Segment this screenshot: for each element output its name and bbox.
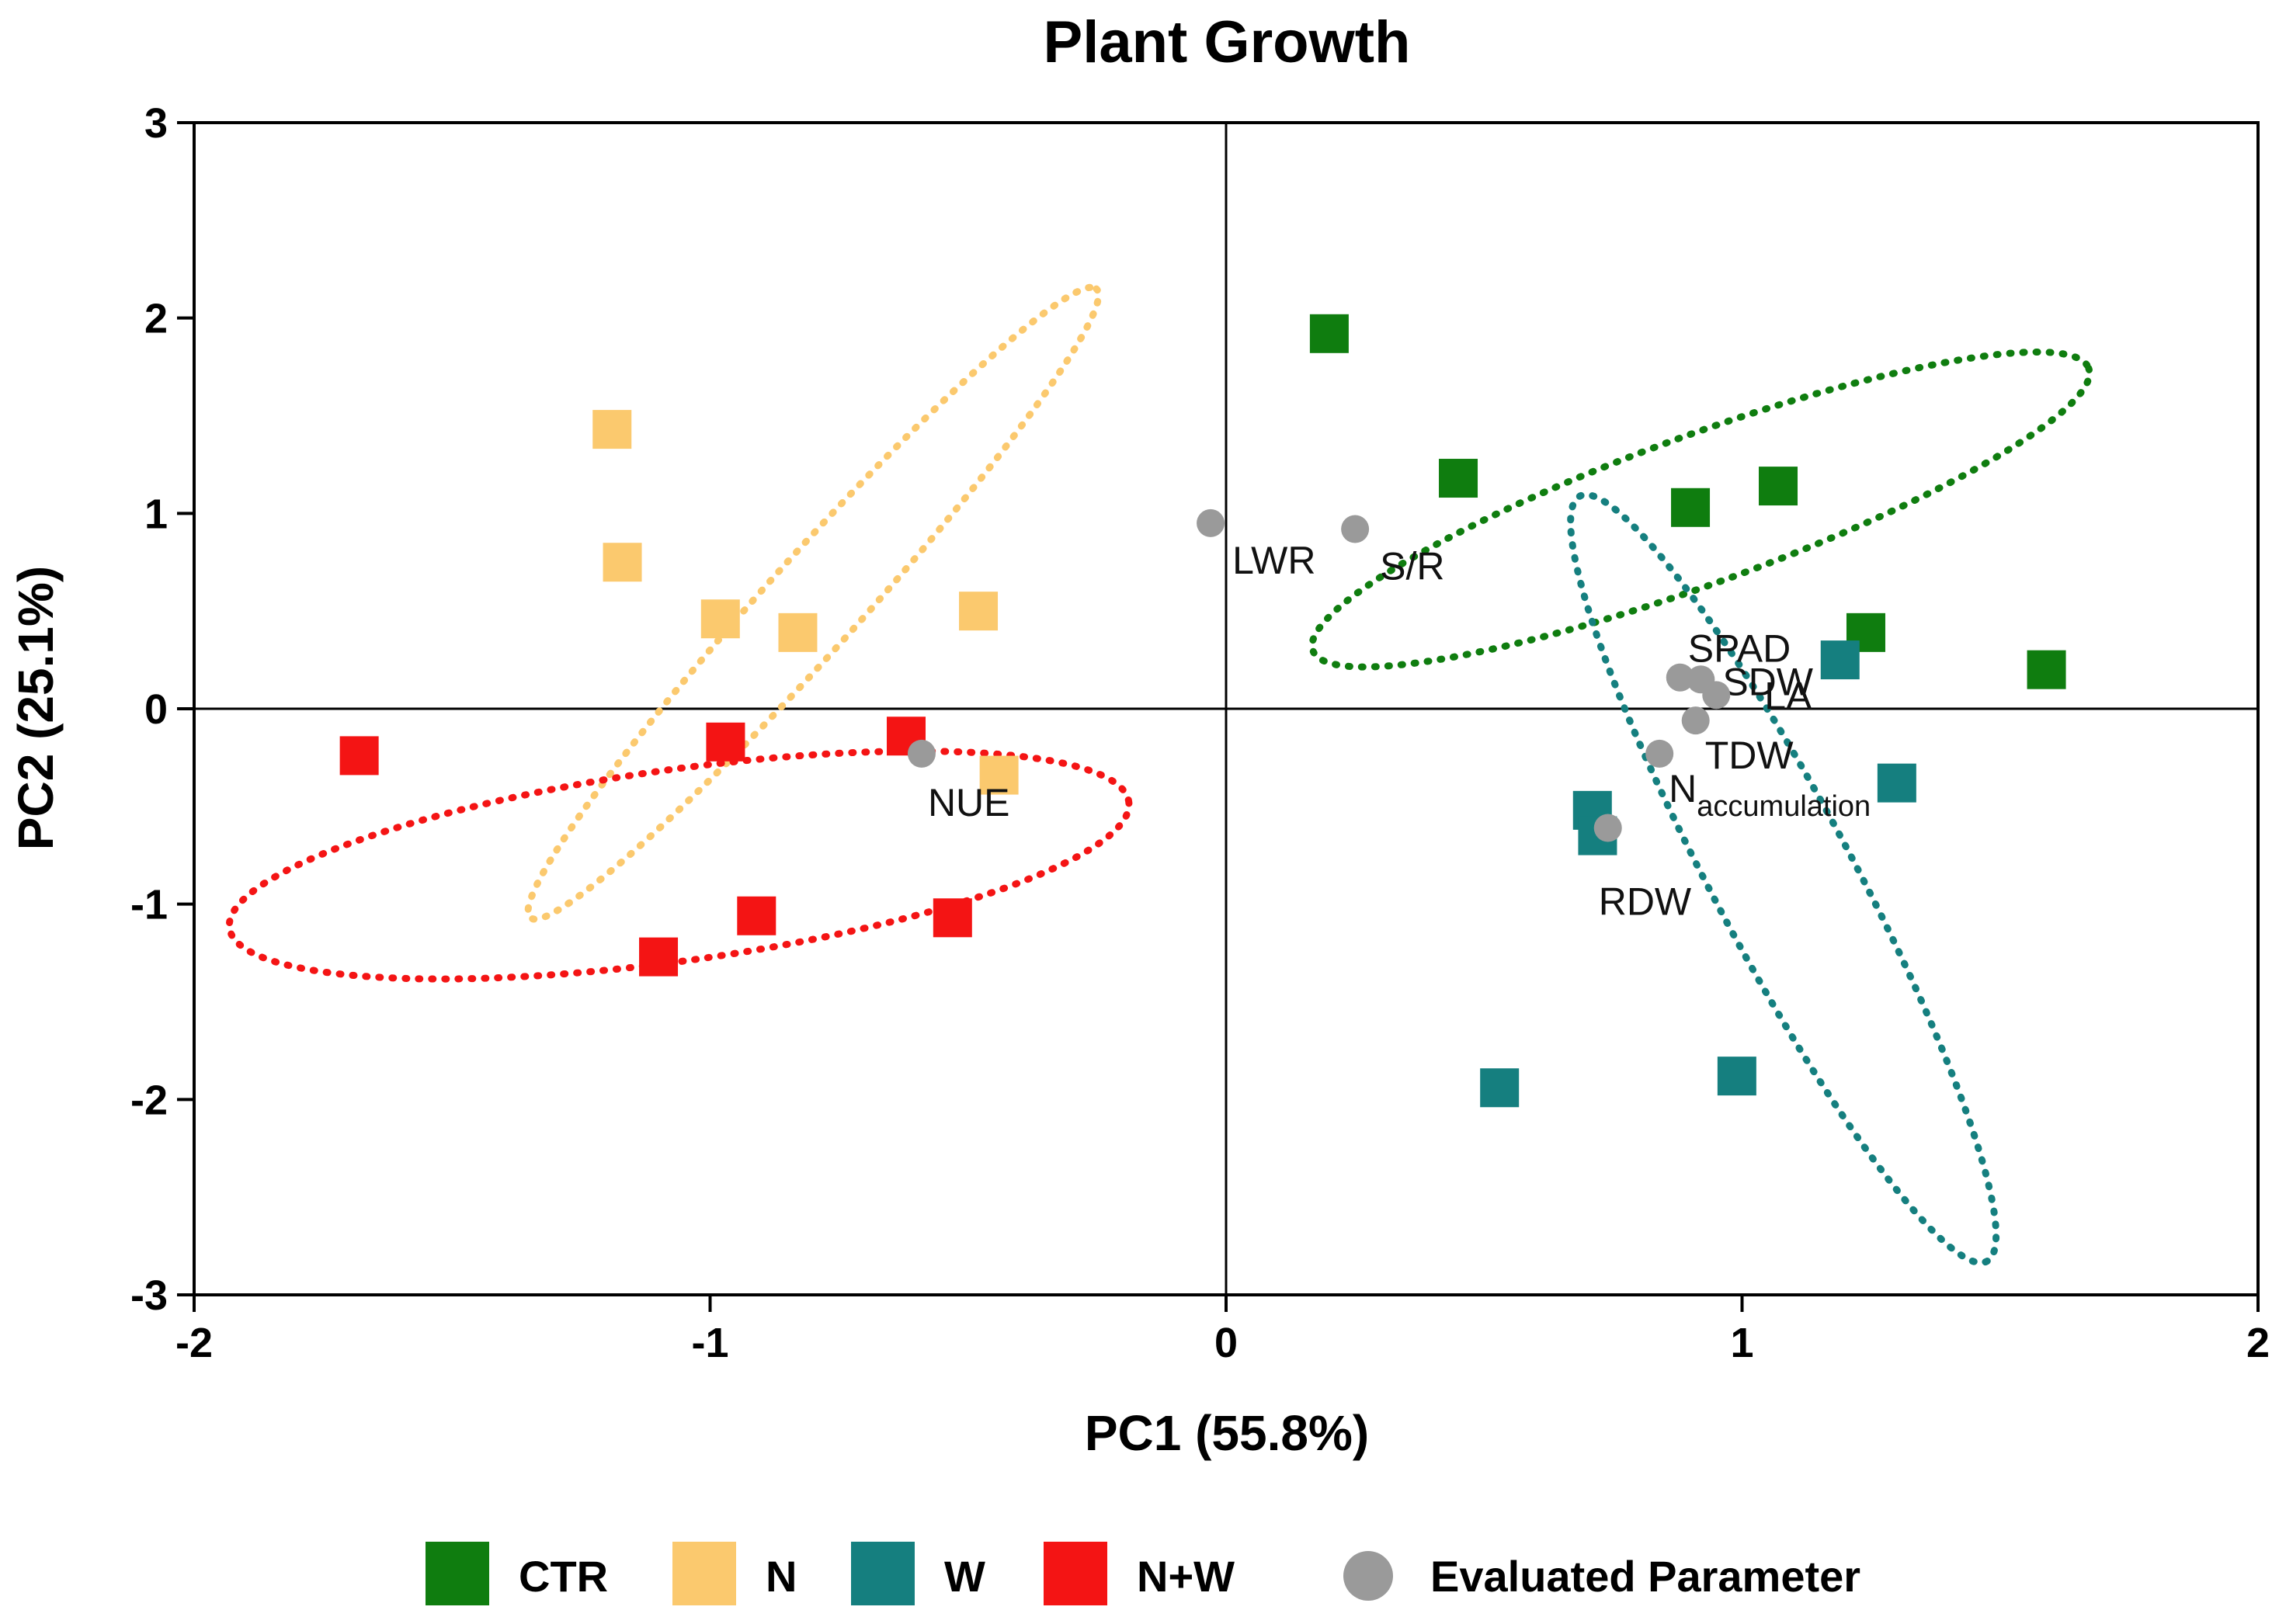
sample-marker bbox=[979, 755, 1019, 795]
sample-marker bbox=[700, 599, 740, 639]
sample-marker bbox=[959, 592, 999, 631]
confidence-ellipse bbox=[524, 283, 1103, 923]
x-tick-label: 2 bbox=[2246, 1320, 2270, 1366]
parameter-dot bbox=[1197, 508, 1225, 537]
chart-title: Plant Growth bbox=[1044, 9, 1411, 75]
x-tick-label: -2 bbox=[175, 1320, 213, 1366]
confidence-ellipse bbox=[1567, 491, 2000, 1267]
sample-marker bbox=[2027, 650, 2066, 689]
legend-swatch bbox=[851, 1542, 915, 1605]
legend-swatch bbox=[672, 1542, 736, 1605]
sample-marker bbox=[603, 543, 642, 582]
sample-marker bbox=[1759, 467, 1798, 506]
sample-marker bbox=[592, 410, 632, 449]
parameter-label: NUE bbox=[928, 781, 1010, 824]
sample-marker bbox=[639, 937, 679, 977]
legend-label: N+W bbox=[1137, 1552, 1235, 1601]
x-tick-label: -1 bbox=[691, 1320, 728, 1366]
x-tick-label: 1 bbox=[1730, 1320, 1753, 1366]
y-tick-label: -2 bbox=[130, 1077, 168, 1123]
y-axis-title: PC2 (25.1%) bbox=[8, 566, 64, 850]
parameter-label: LA bbox=[1764, 674, 1812, 717]
group-ellipses bbox=[225, 283, 2093, 1267]
parameter-label: LWR bbox=[1232, 539, 1315, 582]
x-axis-title: PC1 (55.8%) bbox=[1085, 1405, 1369, 1461]
sample-marker bbox=[778, 612, 818, 652]
parameter-label: RDW bbox=[1599, 880, 1692, 924]
sample-marker bbox=[706, 722, 745, 762]
parameter-dot bbox=[1341, 515, 1370, 543]
sample-marker bbox=[933, 898, 972, 938]
y-tick-label: 3 bbox=[144, 100, 168, 147]
sample-marker bbox=[1309, 314, 1349, 353]
confidence-ellipse bbox=[225, 748, 1133, 983]
legend-label: CTR bbox=[519, 1552, 608, 1601]
confidence-ellipse bbox=[1308, 348, 2093, 671]
parameter-dot bbox=[1702, 681, 1731, 710]
legend-label: N bbox=[766, 1552, 797, 1601]
parameter-label: SPAD bbox=[1688, 627, 1791, 671]
legend-swatch bbox=[426, 1542, 489, 1605]
sample-markers bbox=[339, 314, 2066, 1108]
sample-marker bbox=[1439, 459, 1478, 498]
parameter-dot bbox=[1645, 739, 1674, 768]
y-tick-label: 2 bbox=[144, 296, 168, 342]
sample-marker bbox=[1820, 640, 1860, 680]
legend: CTR N W N+W Evaluated Parameter bbox=[426, 1542, 1860, 1605]
parameter-dot bbox=[1681, 706, 1710, 735]
parameter-dot bbox=[907, 739, 936, 768]
y-tick-label: -3 bbox=[130, 1272, 168, 1319]
parameter-label: Naccumulation bbox=[1669, 767, 1871, 823]
sample-marker bbox=[1480, 1068, 1520, 1108]
sample-marker bbox=[737, 896, 776, 935]
sample-marker bbox=[1877, 763, 1916, 803]
y-tick-label: 1 bbox=[144, 491, 168, 537]
x-tick-label: 0 bbox=[1214, 1320, 1238, 1366]
legend-swatch bbox=[1343, 1551, 1393, 1601]
legend-label: Evaluated Parameter bbox=[1430, 1552, 1860, 1601]
legend-label: W bbox=[944, 1552, 985, 1601]
parameter-dot bbox=[1593, 814, 1622, 842]
plot-area bbox=[193, 121, 2260, 1296]
sample-marker bbox=[339, 736, 379, 776]
sample-marker bbox=[1671, 488, 1711, 527]
parameter-dot bbox=[1666, 663, 1694, 692]
y-tick-label: -1 bbox=[130, 882, 168, 928]
sample-marker bbox=[1717, 1057, 1756, 1096]
parameter-label: S/R bbox=[1380, 544, 1444, 588]
y-tick-label: 0 bbox=[144, 686, 168, 733]
parameter-label: SDW bbox=[1722, 660, 1813, 703]
legend-swatch bbox=[1044, 1542, 1107, 1605]
parameter-label: TDW bbox=[1705, 734, 1794, 777]
